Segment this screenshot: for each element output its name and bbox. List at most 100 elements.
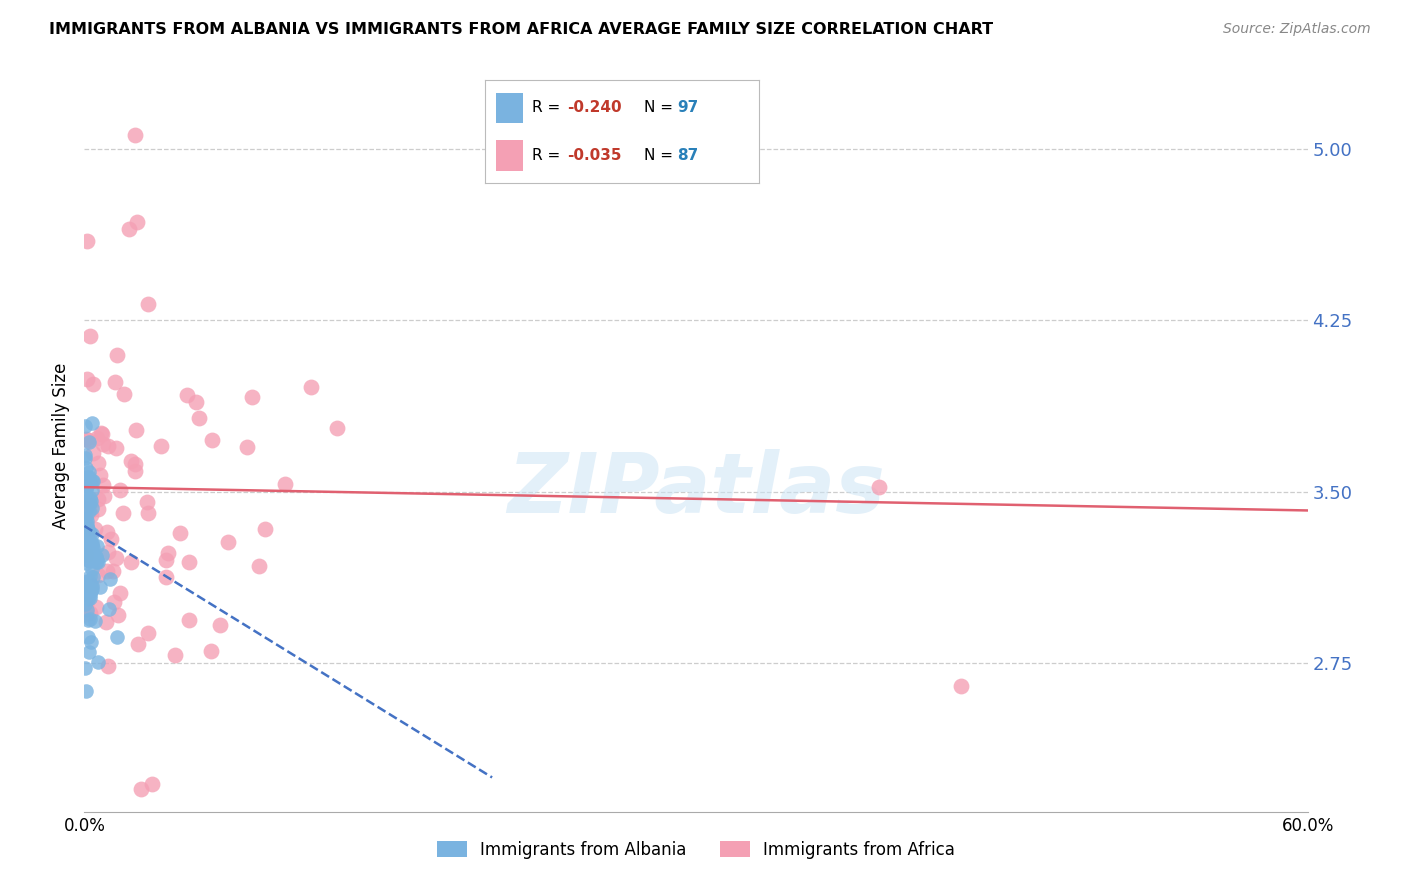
Point [76, 494, 98, 508]
Point [82, 539, 104, 553]
Point [950, 679, 973, 693]
Point [75, 540, 97, 554]
Point [179, 613, 201, 627]
Point [76, 574, 98, 588]
Point [82, 541, 104, 555]
Point [80, 527, 103, 541]
Point [82, 582, 104, 596]
Point [149, 439, 172, 453]
Point [217, 535, 239, 549]
Point [73, 448, 96, 462]
Point [76, 580, 98, 594]
Point [82, 579, 104, 593]
Point [105, 442, 128, 456]
Point [200, 644, 222, 658]
Point [104, 375, 127, 389]
Point [75, 502, 97, 516]
Point [73, 514, 96, 528]
Point [105, 630, 128, 644]
Text: -0.035: -0.035 [567, 148, 621, 162]
Point [105, 348, 128, 362]
Point [124, 457, 146, 471]
Text: ZIPatlas: ZIPatlas [508, 450, 884, 531]
Point [75, 478, 97, 492]
Point [73, 536, 96, 550]
Point [112, 387, 135, 401]
Point [141, 777, 163, 791]
Point [76, 587, 98, 601]
Point [76, 548, 98, 562]
Point [253, 522, 276, 536]
Point [75, 556, 97, 570]
Point [76, 372, 98, 386]
Point [299, 380, 322, 394]
Point [84, 555, 107, 569]
Point [76, 522, 98, 536]
Point [79, 554, 101, 568]
Point [76, 515, 98, 529]
Point [155, 570, 177, 584]
Point [79, 606, 101, 620]
Point [82, 501, 104, 516]
Point [136, 495, 159, 509]
Point [87, 555, 110, 569]
Point [84, 614, 107, 628]
Point [118, 222, 141, 236]
Point [79, 576, 101, 591]
Point [76, 522, 98, 536]
Text: N =: N = [644, 101, 678, 115]
Point [86, 655, 108, 669]
Point [75, 597, 97, 611]
Point [75, 432, 97, 446]
Point [77, 553, 100, 567]
Text: 87: 87 [678, 148, 699, 162]
Point [94, 615, 117, 630]
Point [82, 377, 104, 392]
Point [93, 490, 115, 504]
Point [79, 328, 101, 343]
Point [136, 506, 159, 520]
Point [73, 522, 96, 536]
Point [188, 411, 211, 425]
Bar [496, 140, 523, 170]
Point [75, 683, 97, 698]
Point [98, 572, 121, 586]
Point [89, 467, 111, 482]
Point [75, 510, 97, 524]
Point [76, 544, 98, 558]
Point [82, 446, 104, 460]
Point [80, 416, 103, 430]
Text: N =: N = [644, 148, 678, 162]
Point [82, 474, 104, 488]
Point [75, 661, 97, 675]
Point [79, 504, 101, 518]
Point [91, 426, 114, 441]
Point [76, 501, 98, 516]
Point [75, 597, 97, 611]
Point [77, 574, 100, 588]
Point [80, 584, 103, 599]
Point [77, 549, 100, 563]
Point [80, 474, 103, 488]
Legend: Immigrants from Albania, Immigrants from Africa: Immigrants from Albania, Immigrants from… [430, 834, 962, 865]
Point [77, 492, 100, 507]
Point [84, 523, 107, 537]
Point [79, 475, 101, 489]
Text: Source: ZipAtlas.com: Source: ZipAtlas.com [1223, 22, 1371, 37]
Point [86, 554, 108, 568]
Point [80, 536, 103, 550]
Text: R =: R = [531, 101, 565, 115]
Point [82, 561, 104, 575]
Point [124, 464, 146, 478]
Point [104, 550, 127, 565]
Point [79, 526, 101, 541]
Point [76, 579, 98, 593]
Point [79, 496, 101, 510]
Point [77, 465, 100, 479]
Point [76, 460, 98, 475]
Point [157, 546, 180, 560]
Point [97, 545, 120, 559]
Point [90, 425, 112, 440]
Point [112, 506, 135, 520]
Point [76, 630, 98, 644]
